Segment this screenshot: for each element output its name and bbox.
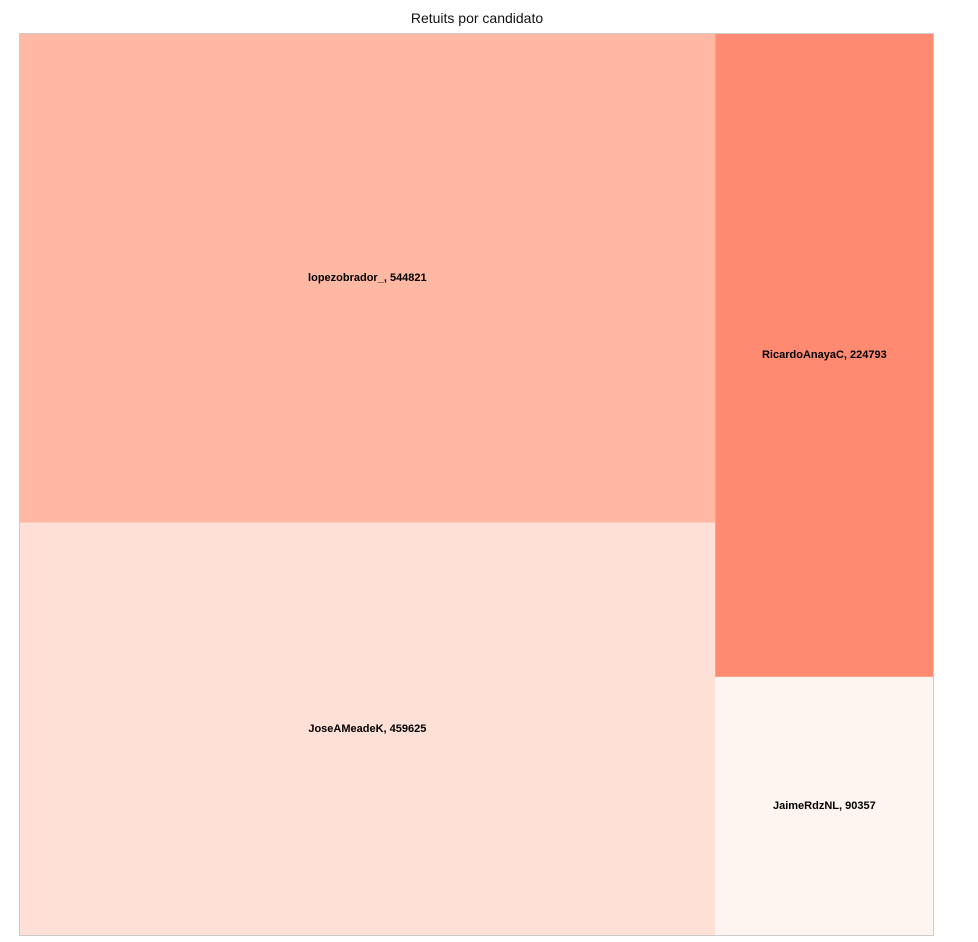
tile-label-jaimerdznl: JaimeRdzNL, 90357 [773, 800, 876, 812]
tile-label-joseameadek: JoseAMeadeK, 459625 [308, 723, 426, 735]
tile-label-lopezobrador: lopezobrador_, 544821 [308, 272, 427, 284]
tile-label-ricardoanayac: RicardoAnayaC, 224793 [762, 349, 887, 361]
